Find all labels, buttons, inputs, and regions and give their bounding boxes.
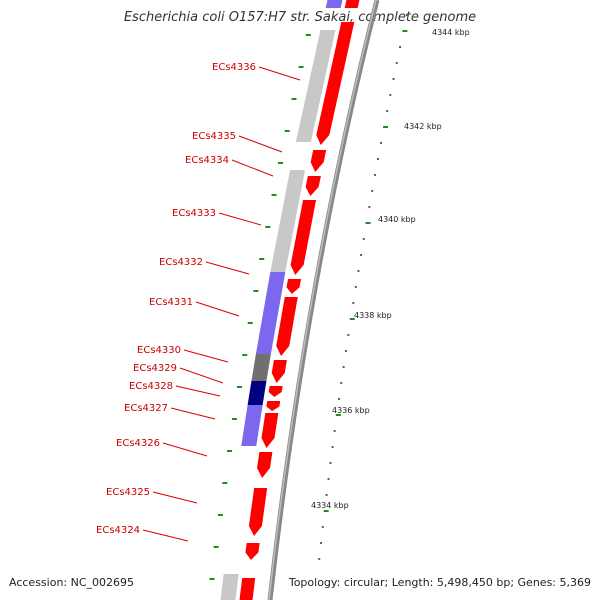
gene-label-ecs4332[interactable]: ECs4332 [159, 257, 203, 268]
forward-gene-2 [316, 22, 355, 145]
gene-label-leaders [142, 66, 301, 542]
forward-gene-4 [305, 176, 321, 196]
gene-label-ecs4329[interactable]: ECs4329 [133, 363, 177, 374]
forward-gene-15 [239, 578, 256, 600]
gene-label-ecs4326[interactable]: ECs4326 [116, 438, 160, 449]
scale-label-4342: 4342 kbp [404, 122, 442, 131]
forward-gene-9 [268, 386, 283, 397]
gene-label-ecs4336[interactable]: ECs4336 [212, 62, 256, 73]
genome-backbone-highlight [268, 0, 377, 600]
forward-gene-13 [248, 488, 268, 536]
reverse-gene-2 [295, 30, 336, 142]
reverse-gene-7 [247, 394, 265, 405]
reverse-strand-genes [220, 0, 343, 600]
gene-label-ecs4328[interactable]: ECs4328 [129, 381, 173, 392]
gene-label-ecs4334[interactable]: ECs4334 [185, 155, 229, 166]
label-leader-line [218, 212, 262, 226]
scale-label-4336: 4336 kbp [332, 406, 370, 415]
gene-label-ecs4331[interactable]: ECs4331 [149, 297, 193, 308]
genome-title: Escherichia coli O157:H7 str. Sakai, com… [123, 10, 477, 25]
forward-gene-12 [257, 452, 273, 478]
reverse-gene-4 [255, 272, 286, 354]
forward-gene-11 [261, 413, 279, 448]
label-leader-line [152, 491, 198, 504]
forward-gene-14 [245, 543, 260, 560]
label-leader-line [162, 442, 208, 457]
gene-label-ecs4335[interactable]: ECs4335 [192, 131, 236, 142]
label-leader-line [183, 349, 229, 363]
forward-gene-10 [266, 401, 281, 411]
forward-strand-genes [239, 0, 360, 600]
reverse-gene-8 [241, 405, 263, 446]
forward-gene-8 [271, 360, 287, 383]
label-leader-line [170, 407, 216, 420]
forward-gene-7 [276, 297, 298, 356]
reverse-gene-5 [251, 354, 271, 381]
accession-text: Accession: NC_002695 [9, 576, 135, 589]
label-leader-line [205, 261, 250, 275]
scale-label-4340: 4340 kbp [378, 215, 416, 224]
scale-label-4338: 4338 kbp [354, 311, 392, 320]
genome-backbone [267, 0, 380, 600]
gene-label-ecs4325[interactable]: ECs4325 [106, 487, 150, 498]
scale-label-4334: 4334 kbp [311, 501, 349, 510]
label-leader-line [258, 66, 301, 81]
scale-labels: 4344 kbp 4342 kbp 4340 kbp 4338 kbp 4336… [311, 28, 470, 510]
label-leader-line [238, 135, 283, 153]
label-leader-line [142, 529, 189, 542]
label-leader-line [195, 301, 240, 317]
gene-labels[interactable]: ECs4336 ECs4335 ECs4334 ECs4333 ECs4332 … [96, 62, 256, 536]
gene-label-ecs4327[interactable]: ECs4327 [124, 403, 168, 414]
scale-ticks [209, 14, 408, 580]
reverse-gene-1 [325, 0, 343, 8]
gene-label-ecs4333[interactable]: ECs4333 [172, 208, 216, 219]
reverse-gene-9 [220, 574, 239, 600]
label-leader-line [179, 367, 224, 384]
reverse-gene-3 [270, 170, 306, 272]
forward-gene-1 [344, 0, 360, 8]
gene-label-ecs4330[interactable]: ECs4330 [137, 345, 181, 356]
gene-label-ecs4324[interactable]: ECs4324 [96, 525, 140, 536]
reverse-gene-6 [249, 381, 267, 394]
forward-gene-5 [290, 200, 317, 275]
label-leader-line [231, 159, 274, 177]
forward-gene-6 [286, 279, 302, 294]
scale-label-4344: 4344 kbp [432, 28, 470, 37]
label-leader-line [175, 385, 221, 397]
topology-text: Topology: circular; Length: 5,498,450 bp… [288, 576, 591, 589]
forward-gene-3 [310, 150, 327, 172]
